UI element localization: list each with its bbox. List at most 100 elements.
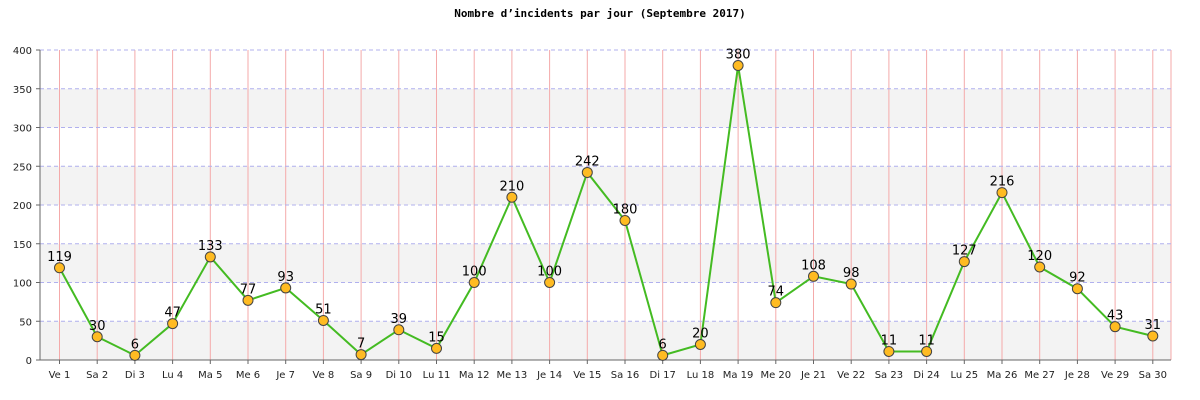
y-tick-label: 300 xyxy=(13,124,32,135)
data-point xyxy=(280,282,292,294)
data-label: 39 xyxy=(391,312,408,327)
data-label: 108 xyxy=(801,258,826,273)
data-point xyxy=(468,277,480,288)
background-band xyxy=(40,205,1171,244)
data-label: 6 xyxy=(659,337,667,352)
data-label: 11 xyxy=(918,333,935,348)
data-label: 100 xyxy=(537,265,562,280)
data-label: 51 xyxy=(315,302,332,317)
data-point xyxy=(1071,283,1083,295)
series-line-group xyxy=(58,65,1154,357)
data-label: 380 xyxy=(726,48,751,63)
x-tick-label: Ma 19 xyxy=(723,370,754,381)
data-point xyxy=(732,60,744,71)
x-tick-label: Je 14 xyxy=(536,370,562,381)
data-label: 119 xyxy=(47,250,72,265)
data-point xyxy=(883,345,895,357)
data-label: 6 xyxy=(131,337,139,352)
x-tick-label: Ma 12 xyxy=(459,370,490,381)
data-label: 77 xyxy=(240,282,257,297)
data-point xyxy=(921,345,933,357)
data-label: 20 xyxy=(692,327,709,342)
data-label: 98 xyxy=(843,266,860,281)
data-point xyxy=(506,191,518,203)
data-point xyxy=(657,349,669,361)
data-label: 11 xyxy=(881,333,898,348)
markers xyxy=(54,60,1159,361)
data-labels: 119 30 6 47 133 77 93 51 7 39 15 100 210 100 242 180 6 20… xyxy=(47,48,1161,353)
y-tick-label: 200 xyxy=(13,201,32,212)
background-band xyxy=(40,321,1171,360)
background-band xyxy=(40,243,1171,283)
data-point xyxy=(431,342,442,354)
x-tick-label: Lu 11 xyxy=(423,370,451,381)
background-band xyxy=(40,166,1171,205)
data-label: 100 xyxy=(462,265,487,280)
data-point xyxy=(619,215,631,226)
data-point xyxy=(91,331,103,343)
data-label: 133 xyxy=(198,239,223,254)
chart-title: Nombre d’incidents par jour (Septembre 2… xyxy=(454,7,745,20)
data-point xyxy=(694,339,706,350)
x-tick-label: Me 13 xyxy=(497,370,528,381)
y-tick-label: 150 xyxy=(13,240,32,251)
x-tick-label: Ve 15 xyxy=(573,370,601,381)
data-label: 93 xyxy=(277,270,294,285)
x-tick-label: Me 6 xyxy=(236,370,260,381)
background-band xyxy=(40,127,1171,167)
data-label: 180 xyxy=(613,203,638,218)
x-tick-label: Me 20 xyxy=(760,370,791,381)
data-point xyxy=(129,349,141,361)
x-tick-label: Lu 25 xyxy=(950,370,978,381)
data-point xyxy=(1109,321,1121,333)
x-tick-label: Ma 5 xyxy=(198,370,222,381)
y-tick-label: 400 xyxy=(13,46,32,57)
x-tick-label: Ma 26 xyxy=(987,370,1018,381)
data-point xyxy=(393,324,405,336)
x-tick-label: Lu 4 xyxy=(162,370,183,381)
data-point xyxy=(167,318,179,330)
series-line xyxy=(58,65,1154,357)
data-label: 120 xyxy=(1027,249,1052,264)
data-point xyxy=(996,187,1008,199)
x-tick-label: Me 27 xyxy=(1024,370,1055,381)
x-tick-label: Sa 23 xyxy=(875,370,903,381)
x-tick-label: Sa 9 xyxy=(350,370,372,381)
data-point xyxy=(544,277,556,288)
data-point xyxy=(581,166,593,178)
data-label: 127 xyxy=(952,244,977,259)
x-tick-label: Je 7 xyxy=(275,370,295,381)
x-tick-label: Je 21 xyxy=(800,370,826,381)
x-tick-label: Di 3 xyxy=(125,370,145,381)
data-label: 7 xyxy=(357,337,365,352)
x-tick-label: Sa 30 xyxy=(1139,370,1167,381)
x-tick-label: Ve 1 xyxy=(49,370,71,381)
data-point xyxy=(242,294,254,306)
x-tick-label: Ve 29 xyxy=(1101,370,1129,381)
data-label: 74 xyxy=(768,285,785,300)
data-label: 15 xyxy=(428,330,445,345)
data-label: 31 xyxy=(1145,318,1162,333)
y-tick-label: 50 xyxy=(19,317,32,328)
data-label: 242 xyxy=(575,154,600,169)
data-point xyxy=(355,349,367,361)
background-bands xyxy=(40,50,1171,360)
y-tick-label: 100 xyxy=(13,279,32,290)
x-tick-label: Di 17 xyxy=(650,370,676,381)
x-tick-label: Ve 22 xyxy=(837,370,865,381)
x-tick-label: Di 10 xyxy=(386,370,412,381)
data-point xyxy=(958,256,970,268)
background-band xyxy=(40,88,1171,128)
data-label: 47 xyxy=(164,306,181,321)
data-point xyxy=(1034,261,1046,273)
x-axis-ticks: Ve 1 Sa 2 Di 3 Lu 4 Ma 5 Me 6 Je 7 Ve 8 Sa 9 Di 1… xyxy=(49,360,1167,381)
data-point xyxy=(770,297,782,309)
data-label: 43 xyxy=(1107,309,1124,324)
data-label: 30 xyxy=(89,319,106,334)
data-label: 92 xyxy=(1069,271,1086,286)
data-point xyxy=(317,314,329,326)
x-tick-label: Di 24 xyxy=(913,370,939,381)
data-label: 216 xyxy=(990,175,1015,190)
y-tick-label: 250 xyxy=(13,162,32,173)
